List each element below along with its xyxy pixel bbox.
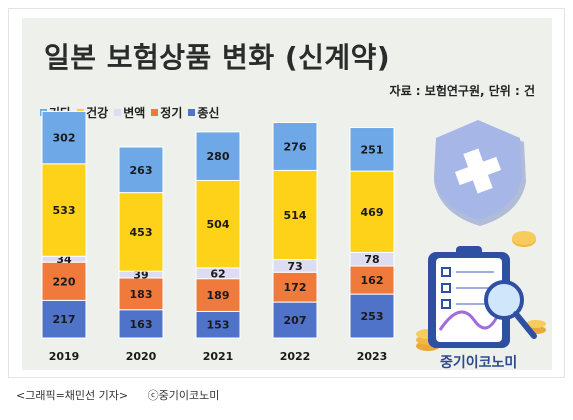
bar-segment xyxy=(195,278,241,312)
bar-segment xyxy=(349,265,395,295)
bar-segment xyxy=(41,299,87,339)
bar-segment xyxy=(272,169,318,261)
source-note: 자료 : 보험연구원, 단위 : 건 xyxy=(389,84,535,98)
x-tick-label: 2019 xyxy=(49,350,80,363)
legend-item: 변액 xyxy=(114,104,145,121)
bar-segment xyxy=(41,163,87,257)
legend-label: 종신 xyxy=(197,106,220,120)
legend-item: 정기 xyxy=(151,104,182,121)
copyright-text: ⓒ중기이코노미 xyxy=(147,389,220,402)
bar-segment xyxy=(349,127,395,172)
legend-swatch xyxy=(151,109,159,116)
data-label: 453 xyxy=(130,226,153,239)
bar-segment xyxy=(195,310,241,339)
data-label: 183 xyxy=(130,288,153,301)
data-label: 73 xyxy=(287,260,302,273)
data-label: 280 xyxy=(207,150,230,163)
x-tick-label: 2023 xyxy=(357,350,388,363)
bar-segment xyxy=(272,122,318,171)
brand-logo: 중기이코노미 xyxy=(440,355,518,371)
legend-swatch xyxy=(114,109,122,116)
x-tick-label: 2022 xyxy=(280,350,311,363)
legend-label: 정기 xyxy=(160,106,183,120)
data-label: 220 xyxy=(53,275,76,288)
bar-segment xyxy=(41,110,87,165)
data-label: 504 xyxy=(207,218,230,231)
bar-segment xyxy=(195,179,241,269)
data-label: 276 xyxy=(284,140,307,153)
data-label: 162 xyxy=(361,274,384,287)
data-label: 78 xyxy=(364,253,379,266)
bar-segment xyxy=(118,277,164,311)
bar-segment xyxy=(195,131,241,181)
data-label: 207 xyxy=(284,314,307,327)
bar-segment xyxy=(41,261,87,301)
data-label: 189 xyxy=(207,289,230,302)
bar-segment xyxy=(272,301,318,339)
legend-label: 건강 xyxy=(86,106,109,120)
data-label: 62 xyxy=(210,267,225,280)
data-label: 469 xyxy=(361,206,384,219)
data-label: 153 xyxy=(207,319,230,332)
bar-segment xyxy=(349,293,395,339)
data-label: 172 xyxy=(284,281,307,294)
clipboard-icon xyxy=(428,246,510,348)
data-label: 263 xyxy=(130,164,153,177)
chart-title: 일본 보험상품 변화 (신계약) xyxy=(44,41,391,74)
legend-item: 종신 xyxy=(188,104,219,121)
data-label: 217 xyxy=(53,313,76,326)
data-label: 533 xyxy=(53,204,76,217)
legend-label: 변액 xyxy=(123,106,146,120)
data-label: 39 xyxy=(133,269,148,282)
data-label: 302 xyxy=(53,132,76,145)
data-label: 251 xyxy=(361,143,384,156)
credit-text: <그래픽=채민선 기자> xyxy=(16,389,129,402)
magnifier-icon xyxy=(484,280,537,339)
bar-segment xyxy=(272,271,318,303)
bar-segment xyxy=(118,309,164,339)
x-tick-label: 2020 xyxy=(126,350,157,363)
x-tick-label: 2021 xyxy=(203,350,234,363)
data-label: 163 xyxy=(130,318,153,331)
data-label: 253 xyxy=(361,310,384,323)
image-caption: <그래픽=채민선 기자> ⓒ중기이코노미 xyxy=(16,387,219,403)
data-label: 514 xyxy=(284,209,307,222)
bar-segment xyxy=(118,146,164,194)
legend-swatch xyxy=(188,109,196,116)
shield-icon xyxy=(434,120,526,226)
